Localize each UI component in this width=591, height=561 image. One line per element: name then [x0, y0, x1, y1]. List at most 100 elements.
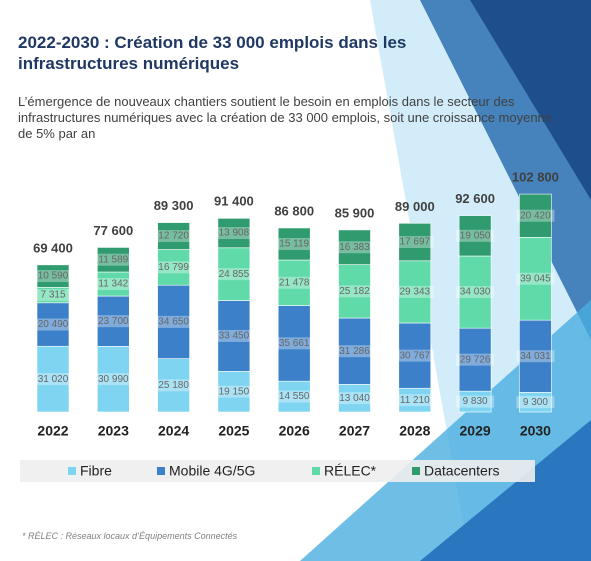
- value-label: 29 343: [400, 287, 431, 298]
- bar-segment: [398, 222, 432, 262]
- legend-swatch: [412, 467, 420, 475]
- label-bg: [335, 285, 374, 298]
- bar-segment: [277, 259, 311, 306]
- total-label: 77 600: [93, 223, 133, 238]
- total-label: 91 400: [214, 194, 254, 209]
- value-label: 39 045: [520, 273, 551, 284]
- x-tick-label: 2030: [520, 423, 551, 439]
- value-label: 34 031: [520, 351, 551, 362]
- bar-segment: [398, 260, 432, 324]
- x-tick-label: 2023: [98, 423, 129, 439]
- label-bg: [516, 396, 555, 409]
- label-bg: [275, 276, 314, 289]
- value-label: 25 182: [339, 286, 370, 297]
- value-label: 24 855: [219, 269, 250, 280]
- value-label: 7 315: [40, 290, 65, 301]
- legend-label: Fibre: [80, 463, 112, 479]
- bar-segment: [97, 247, 130, 273]
- label-bg: [275, 337, 314, 350]
- bar-segment: [519, 237, 552, 321]
- label-bg: [456, 229, 495, 242]
- bar-segment: [36, 345, 70, 413]
- label-bg: [395, 349, 434, 362]
- value-label: 11 342: [98, 279, 128, 290]
- x-tick-label: 2026: [279, 423, 310, 439]
- total-label: 102 800: [512, 170, 559, 185]
- value-label: 17 697: [400, 237, 431, 248]
- value-label: 31 020: [38, 374, 69, 385]
- label-bg: [395, 394, 434, 407]
- bar-segment: [398, 322, 432, 389]
- label-bg: [94, 278, 133, 291]
- value-label: 30 767: [400, 350, 431, 361]
- legend-swatch: [312, 467, 320, 475]
- legend-label: Mobile 4G/5G: [169, 463, 255, 479]
- value-label: 14 550: [279, 391, 310, 402]
- label-bg: [516, 209, 555, 222]
- value-label: 25 180: [158, 380, 189, 391]
- total-label: 85 900: [335, 205, 375, 220]
- bar-segment: [277, 227, 311, 261]
- x-tick-label: 2028: [399, 423, 430, 439]
- label-bg: [34, 373, 72, 386]
- bar-segment: [338, 229, 371, 265]
- value-label: 15 119: [279, 239, 309, 250]
- value-label: 16 799: [158, 262, 189, 273]
- value-label: 34 030: [460, 287, 491, 298]
- x-tick-label: 2024: [158, 423, 189, 439]
- label-bg: [34, 318, 72, 331]
- value-label: 13 908: [219, 228, 250, 239]
- bar-segment: [157, 284, 190, 359]
- x-tick-label: 2025: [218, 423, 249, 439]
- value-label: 19 050: [460, 230, 491, 241]
- label-bg: [395, 236, 434, 249]
- bar-segment: [217, 218, 251, 249]
- label-bg: [154, 315, 193, 328]
- legend-swatch: [68, 467, 76, 475]
- label-bg: [154, 230, 193, 243]
- legend-label: Datacenters: [424, 463, 499, 479]
- value-label: 13 040: [339, 393, 370, 404]
- value-label: 16 383: [339, 242, 370, 253]
- label-bg: [275, 390, 314, 403]
- value-label: 19 150: [219, 386, 250, 397]
- label-bg: [34, 289, 72, 302]
- label-bg: [214, 227, 253, 240]
- bar-segment: [97, 346, 130, 413]
- value-label: 21 478: [279, 277, 310, 288]
- label-bg: [214, 268, 253, 281]
- legend-box: [20, 460, 535, 482]
- footnote: * RÉLEC : Réseaux locaux d’Équipements C…: [22, 531, 238, 541]
- value-label: 9 830: [463, 396, 488, 407]
- label-bg: [94, 253, 133, 266]
- bar-segment: [97, 295, 130, 347]
- bar-segment: [217, 247, 251, 301]
- bar-segment: [217, 300, 251, 372]
- value-label: 31 286: [339, 346, 370, 357]
- value-label: 12 720: [158, 231, 189, 242]
- bar-segment: [277, 305, 311, 382]
- bar-segment: [519, 193, 552, 238]
- total-label: 92 600: [455, 191, 495, 206]
- bar-segment: [338, 317, 371, 385]
- total-label: 69 400: [33, 240, 73, 255]
- label-bg: [456, 353, 495, 366]
- bar-segment: [338, 264, 371, 319]
- label-bg: [395, 285, 434, 298]
- x-tick-label: 2022: [37, 423, 68, 439]
- subtitle: L’émergence de nouveaux chantiers soutie…: [18, 94, 553, 141]
- bar-segment: [36, 264, 70, 288]
- value-label: 35 661: [279, 338, 310, 349]
- bar-segment: [36, 302, 70, 347]
- label-bg: [214, 385, 253, 398]
- total-label: 86 800: [274, 203, 314, 218]
- bar-segment: [217, 371, 251, 413]
- bar-segment: [519, 319, 552, 393]
- label-bg: [154, 379, 193, 392]
- legend-swatch: [157, 467, 165, 475]
- value-label: 20 490: [38, 319, 69, 330]
- label-bg: [275, 237, 314, 250]
- value-label: 20 420: [520, 210, 551, 221]
- value-label: 34 650: [158, 317, 189, 328]
